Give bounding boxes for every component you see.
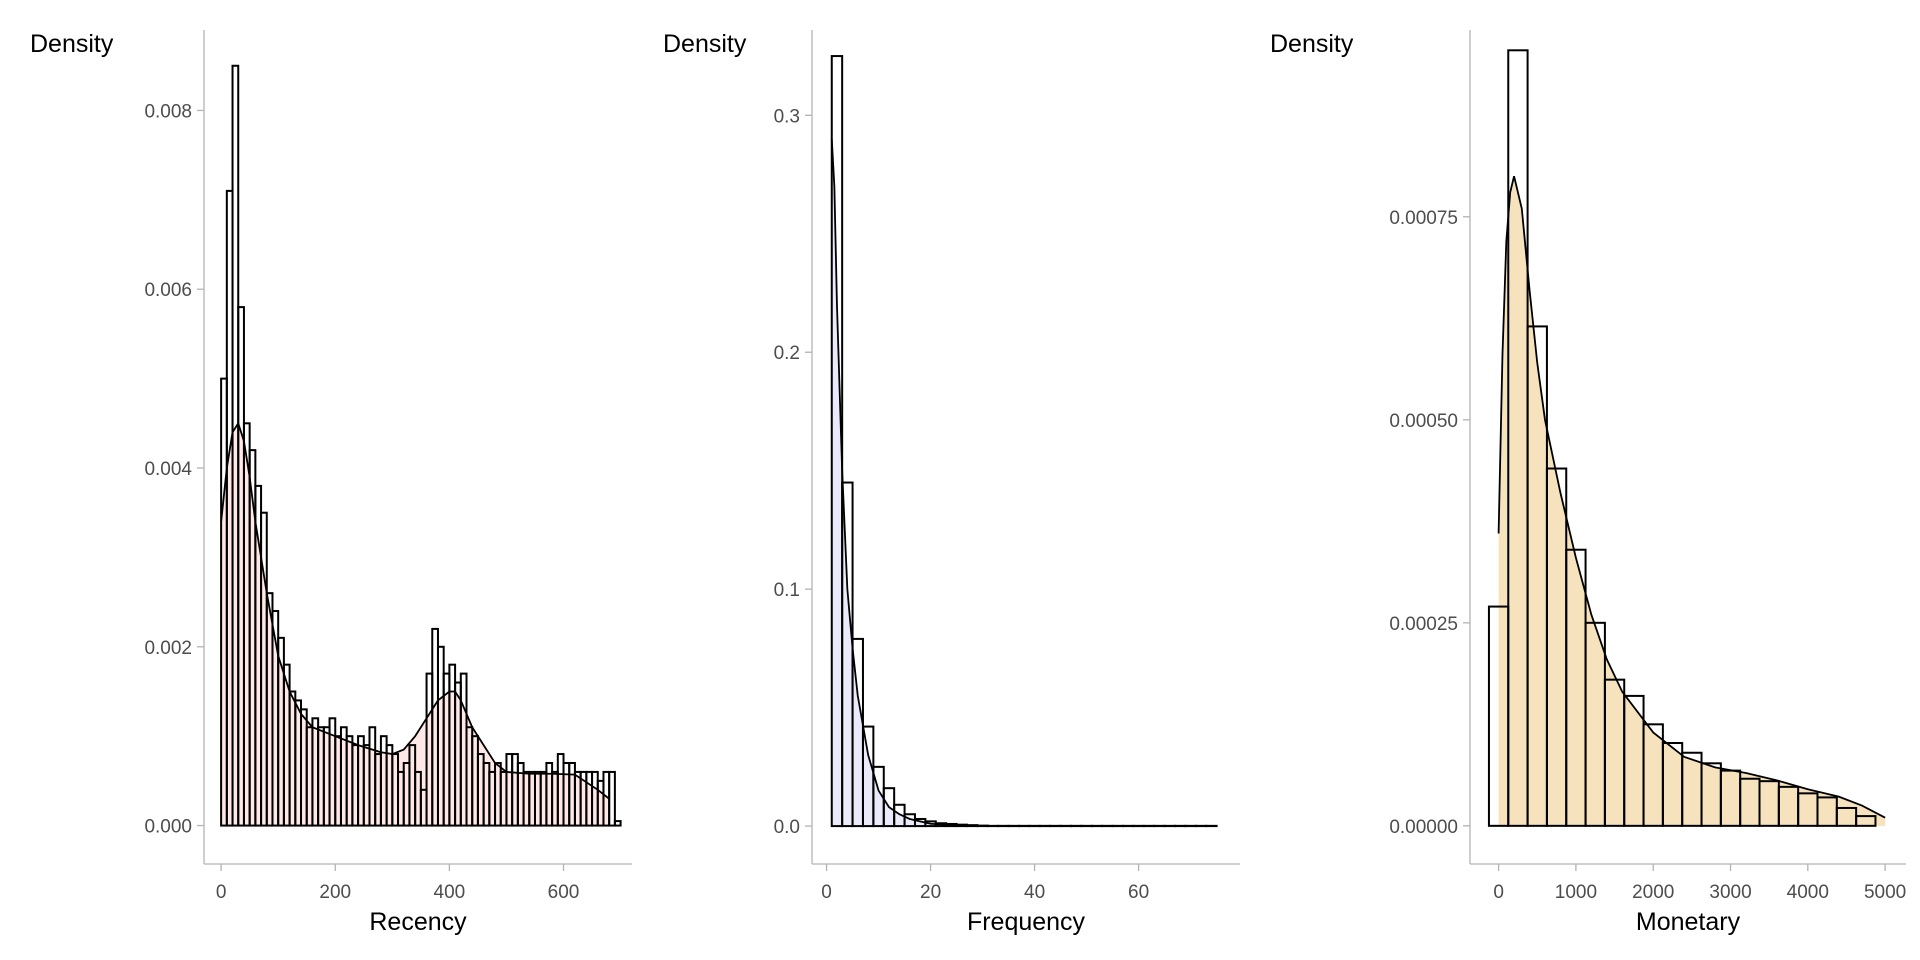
x-tick-label: 40	[1024, 882, 1045, 903]
y-tick-label: 0.008	[144, 101, 192, 122]
y-tick-label: 0.2	[774, 343, 800, 364]
x-tick-label: 200	[319, 882, 351, 903]
y-tick-label: 0.000	[144, 817, 192, 838]
density-area	[831, 138, 983, 827]
y-tick-label: 0.00075	[1389, 208, 1458, 229]
y-axis-title: Density	[663, 30, 747, 58]
x-tick-label: 0	[1493, 882, 1504, 903]
y-axis-title: Density	[30, 30, 114, 58]
density-curve	[830, 138, 983, 827]
y-tick-label: 0.3	[774, 106, 800, 127]
x-tick-label: 2000	[1632, 882, 1674, 903]
histogram-bars	[1487, 49, 1877, 827]
density-curve	[220, 421, 610, 800]
histogram-bar	[608, 770, 616, 827]
y-tick-label: 0.006	[144, 280, 192, 301]
density-area	[1498, 176, 1886, 826]
histogram-bars	[220, 64, 622, 827]
y-tick-label: 0.0	[774, 817, 800, 838]
x-axis-title: Frequency	[967, 908, 1086, 936]
histogram-bars	[830, 55, 1218, 828]
density-curve	[1497, 175, 1886, 819]
x-tick-label: 3000	[1709, 882, 1751, 903]
histogram-bar	[613, 820, 622, 827]
histogram-bar	[830, 55, 844, 828]
x-axis-title: Recency	[369, 908, 467, 936]
x-axis-title: Monetary	[1636, 908, 1741, 936]
y-axis-title: Density	[1270, 30, 1354, 58]
y-tick-label: 0.1	[774, 580, 800, 601]
x-tick-label: 0	[821, 882, 832, 903]
x-tick-label: 1000	[1555, 882, 1597, 903]
y-tick-label: 0.002	[144, 638, 192, 659]
panel-monetary: 0.00000 0.00025 0.00050 0.00075 0 1000 2000 300…	[1270, 30, 1906, 936]
histogram-bar	[1855, 815, 1877, 827]
x-tick-label: 20	[920, 882, 941, 903]
x-tick-label: 5000	[1864, 882, 1906, 903]
y-tick-label: 0.00025	[1389, 614, 1458, 635]
x-tick-label: 0	[216, 882, 227, 903]
y-tick-label: 0.004	[144, 459, 192, 480]
x-tick-label: 400	[434, 882, 466, 903]
x-tick-label: 4000	[1787, 882, 1829, 903]
x-tick-label: 60	[1128, 882, 1149, 903]
panel-recency: 0.000 0.002 0.004 0.006 0.008 0 200 400 600 Recen…	[30, 30, 632, 936]
panel-frequency: 0.0 0.1 0.2 0.3 0 20 40 60 Frequency Density	[663, 30, 1240, 936]
y-tick-label: 0.00050	[1389, 411, 1458, 432]
y-tick-label: 0.00000	[1389, 817, 1458, 838]
x-tick-label: 600	[548, 882, 580, 903]
